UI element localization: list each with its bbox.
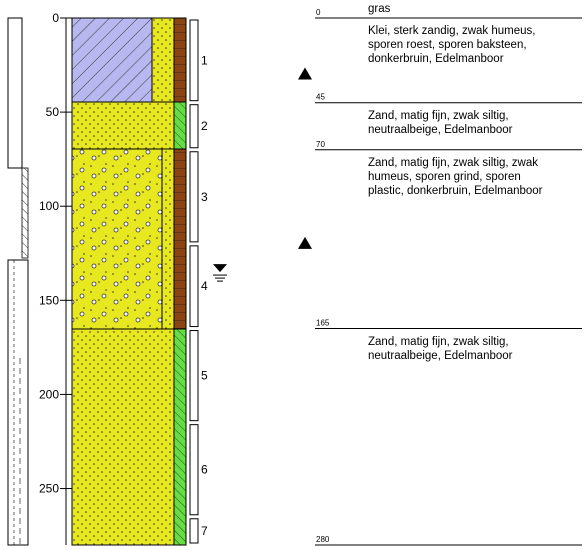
layer-description: Klei, sterk zandig, zwak humeus, sporen … [368,25,536,65]
sample-box [189,104,199,149]
sample-label: 1 [201,53,208,67]
sample-box [189,245,199,328]
sample-label: 7 [201,524,208,538]
layer-sand-2 [71,328,175,546]
layer-description: gras [368,3,391,15]
depth-tick-label: 0 [52,11,59,25]
groundwater-level-icon [213,264,227,282]
layer-depth-label: 0 [316,8,321,17]
sample-box [189,330,199,422]
sample-box [189,424,199,516]
depth-tick-label: 50 [46,105,60,119]
sample-label: 2 [201,119,208,133]
layer-depth-label: 165 [316,319,330,328]
depth-tick-label: 150 [39,293,59,307]
layer-description: Zand, matig fijn, zwak siltig, neutraalb… [368,335,513,362]
green-strip-2 [173,328,187,546]
layer-sand-gravel [71,148,163,330]
green-strip-1 [173,101,187,150]
layer-depth-label: 280 [316,535,330,544]
depth-tick-label: 100 [39,199,59,213]
sample-label: 4 [201,279,208,293]
sample-column: 1 2 3 4 5 6 7 [189,19,208,544]
layer-depth-label: 45 [316,93,325,102]
depth-tick-label: 250 [39,482,59,496]
soil-column [71,17,187,546]
layer-boundaries: 0 45 70 165 280 [315,8,582,546]
layer-clay-side [151,17,175,103]
humus-strip-mid [173,148,187,330]
casing-blank [7,17,23,169]
depth-tick-label: 200 [39,387,59,401]
layer-clay [71,17,153,103]
sample-label: 6 [201,463,208,477]
layer-description: Zand, matig fijn, zwak siltig, zwak hume… [368,156,543,197]
layer-sand-1 [71,101,175,150]
layer-description: Zand, matig fijn, zwak siltig, neutraalb… [368,109,513,136]
sample-label: 3 [201,190,208,204]
layer-depth-label: 70 [316,140,325,149]
sample-box [189,19,199,102]
well-casing [7,17,29,546]
sample-label: 5 [201,369,208,383]
triangle-icon [298,67,312,80]
sample-box [189,151,199,243]
layer-sand-gravel-side [161,148,175,330]
casing-hatched [21,167,29,259]
sample-box [189,518,199,544]
humus-strip-top [173,17,187,103]
filter-screen [7,259,29,546]
depth-axis: 0 50 100 150 200 250 [39,11,72,545]
triangle-icon [298,236,312,249]
marker-column [298,67,312,249]
